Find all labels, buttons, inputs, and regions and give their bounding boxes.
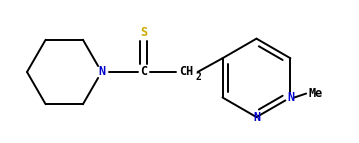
Text: 2: 2 — [196, 72, 201, 82]
Text: C: C — [140, 65, 147, 79]
Text: N: N — [287, 91, 294, 104]
Text: S: S — [140, 26, 147, 39]
Text: N: N — [98, 65, 105, 79]
Text: N: N — [253, 111, 260, 124]
Text: CH: CH — [179, 65, 193, 79]
Text: Me: Me — [308, 87, 322, 100]
